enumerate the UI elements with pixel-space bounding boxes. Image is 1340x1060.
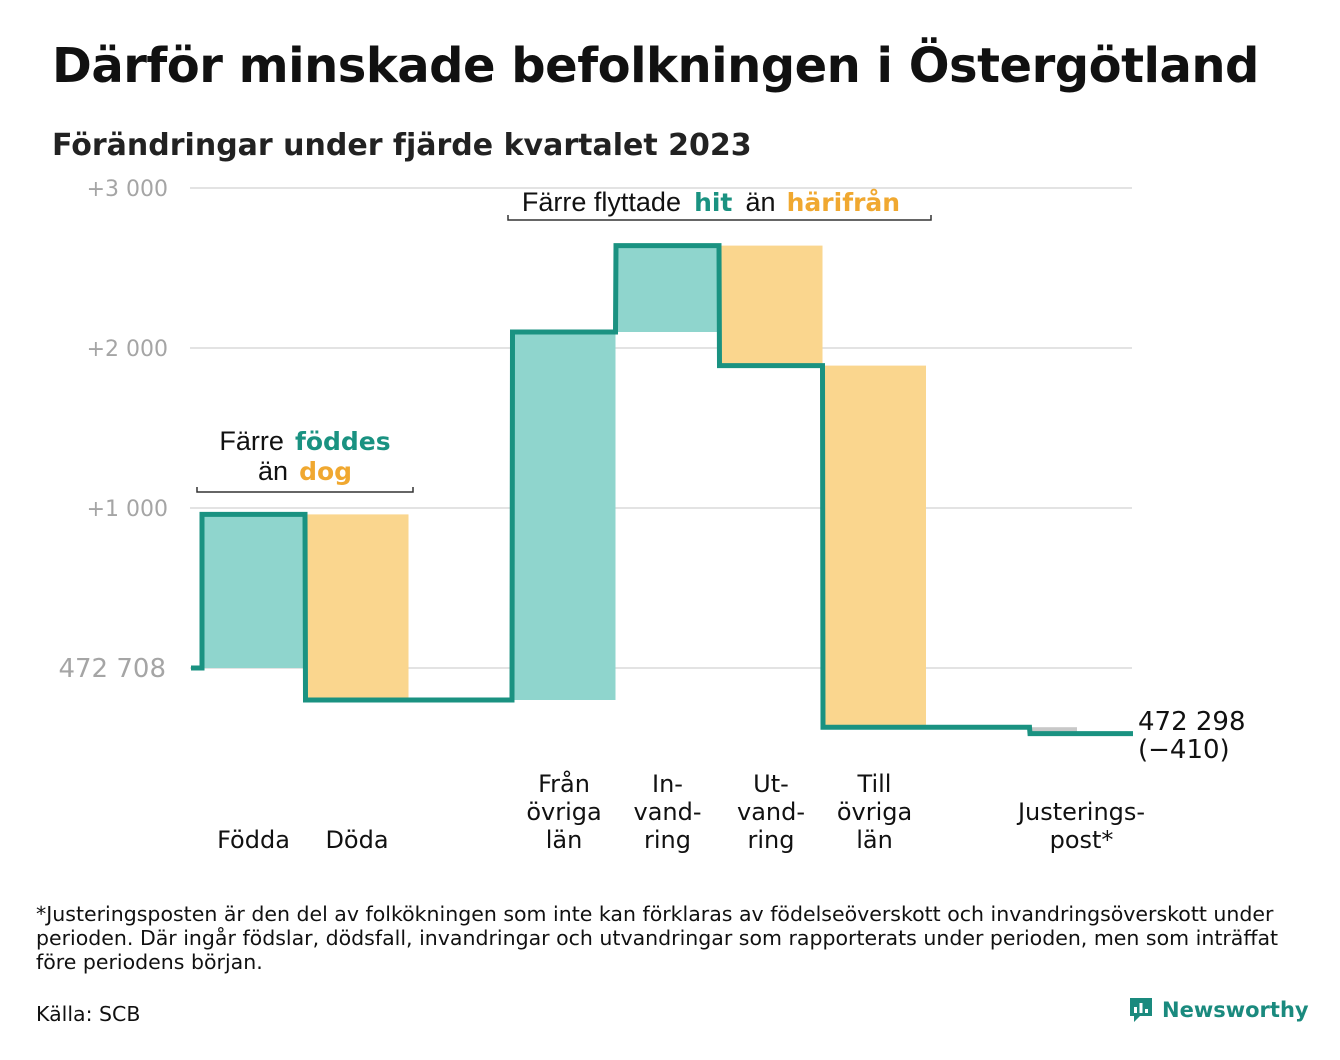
bar-tillövrigalän (823, 365, 926, 728)
annotation-moves-teal: hit (694, 188, 732, 217)
x-axis-label: Döda (325, 826, 388, 854)
x-axis-label: Från (538, 769, 590, 798)
x-axis-label: vand- (737, 798, 805, 826)
running-total-path (191, 243, 1133, 737)
x-axis-label: ring (644, 826, 691, 854)
x-axis-label: län (546, 826, 583, 854)
svg-text:Färre föddes: Färre föddes (219, 426, 390, 456)
x-axis-label: Justerings- (1016, 798, 1145, 826)
brand: Newsworthy (1128, 996, 1309, 1024)
x-axis-label: In- (652, 770, 683, 798)
annotation-births: Färre föddes än dog (196, 426, 414, 493)
source-label: Källa: SCB (36, 1002, 141, 1026)
footnote: *Justeringsposten är den del av folkökni… (36, 902, 1279, 974)
x-axis-label: ring (748, 826, 795, 854)
annotation-moves: Färre flyttade hit än härifrån (507, 187, 932, 221)
brand-name: Newsworthy (1162, 998, 1309, 1022)
annotation-births-prefix: Färre (219, 426, 284, 456)
x-axis-label: län (856, 826, 893, 854)
end-value-label: 472 298 (1138, 707, 1246, 737)
bar-döda (305, 514, 409, 700)
newsworthy-logo-icon (1130, 998, 1152, 1022)
y-axis-ticks: +3 000 +2 000 +1 000 472 708 (58, 177, 168, 684)
annotation-moves-orange: härifrån (787, 188, 900, 217)
x-axis-label: Till (857, 770, 892, 798)
x-axis-label: vand- (633, 798, 701, 826)
annotation-births-orange: dog (299, 457, 352, 486)
annotation-births-mid: än (258, 456, 288, 486)
annotation-moves-prefix: Färre flyttade (522, 187, 681, 217)
annotation-moves-mid: än (745, 187, 775, 217)
bar-födda (202, 514, 305, 668)
x-axis-label: post* (1050, 826, 1114, 854)
x-axis-label: Födda (217, 826, 290, 854)
start-value-label: 472 708 (58, 654, 166, 684)
x-axis-label: Ut- (753, 770, 789, 798)
chart-title: Därför minskade befolkningen i Östergötl… (52, 38, 1259, 94)
y-tick-label: +1 000 (87, 497, 168, 522)
x-axis-labels: Födda DödaFrånövrigalänIn-vand-ringUt-van… (217, 769, 1145, 854)
bar-frånövrigalän (512, 332, 616, 700)
y-tick-label: +2 000 (87, 337, 168, 362)
bar-justeringspost (1031, 727, 1077, 734)
end-change-label: (−410) (1138, 735, 1230, 765)
annotation-births-teal: föddes (295, 427, 391, 456)
bars (202, 245, 1077, 734)
bar-utvandring (719, 245, 823, 366)
svg-text:än dog: än dog (258, 456, 352, 486)
y-tick-label: +3 000 (87, 177, 168, 202)
svg-text:Färre flyttade hit: Färre flyttade hit än härifrån (522, 187, 900, 217)
chart-subtitle: Förändringar under fjärde kvartalet 2023 (52, 128, 752, 163)
bar-invandring (616, 245, 719, 332)
running-total-line (191, 243, 1133, 737)
annotation-births-bracket (196, 487, 414, 493)
x-axis-label: övriga (526, 798, 601, 826)
annotation-moves-bracket (507, 215, 932, 221)
x-axis-label: övriga (837, 798, 912, 826)
